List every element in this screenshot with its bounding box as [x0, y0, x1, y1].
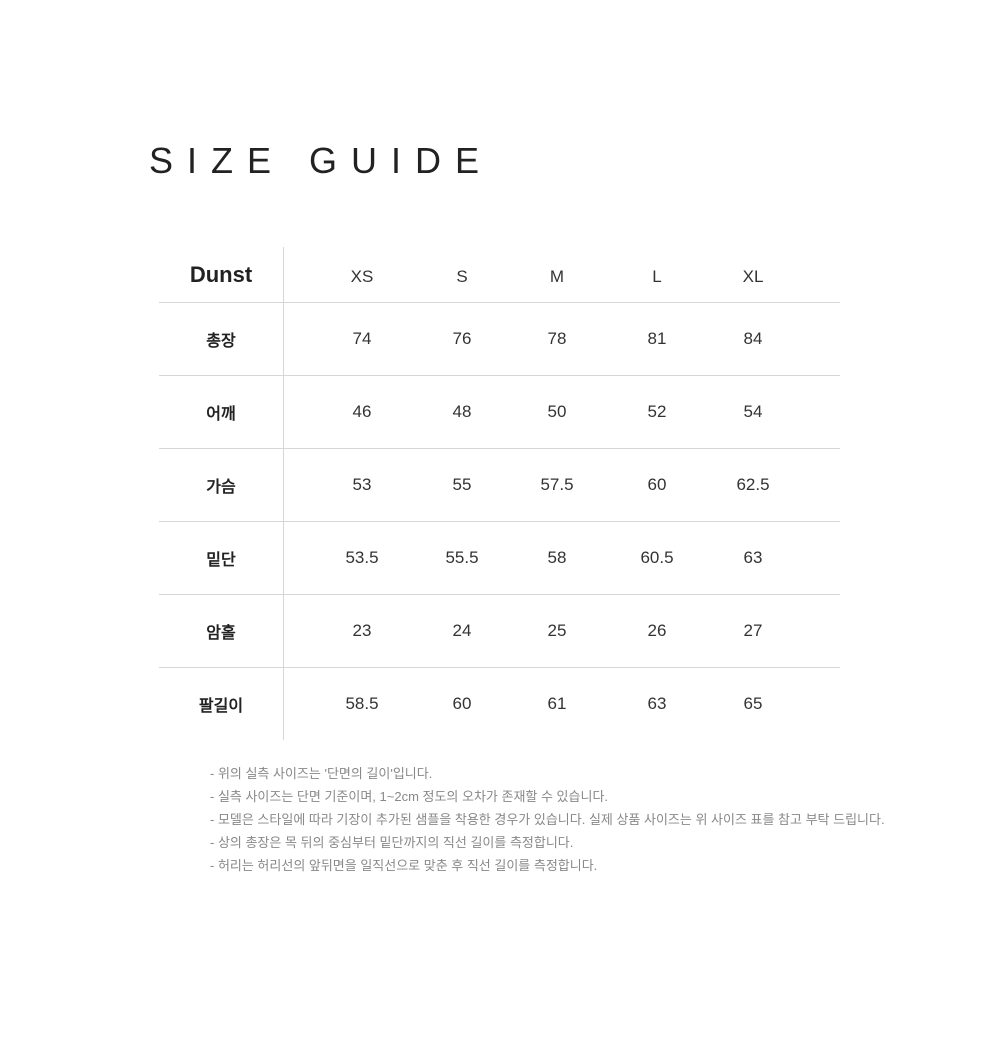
size-value: 23	[352, 621, 372, 640]
page-title: SIZE GUIDE	[149, 140, 494, 181]
size-value: 58	[547, 548, 567, 567]
size-value: 60	[647, 475, 667, 494]
measurement-label: 총장	[159, 303, 284, 375]
measurement-label: 암홀	[159, 595, 284, 667]
size-value: 48	[452, 402, 472, 421]
measurement-label: 가슴	[159, 449, 284, 521]
table-row: 밑단 53.5 55.5 58 60.5 63	[159, 521, 840, 594]
size-header: M	[549, 267, 565, 286]
size-value: 24	[452, 621, 472, 640]
size-value: 52	[647, 402, 667, 421]
note-line: - 실측 사이즈는 단면 기준이며, 1~2cm 정도의 오차가 존재할 수 있…	[210, 789, 609, 804]
size-header: XL	[742, 267, 764, 286]
brand-label: Dunst	[159, 247, 284, 302]
table-row: 팔길이 58.5 60 61 63 65	[159, 667, 840, 740]
size-value: 60.5	[640, 548, 674, 567]
measurement-label: 밑단	[159, 522, 284, 594]
note-line: - 모델은 스타일에 따라 기장이 추가된 샘플을 착용한 경우가 있습니다. …	[210, 812, 885, 827]
size-value: 74	[352, 329, 372, 348]
note-line: - 허리는 허리선의 앞뒤면을 일직선으로 맞춘 후 직선 길이를 측정합니다.	[210, 858, 598, 873]
size-value: 25	[547, 621, 567, 640]
table-row: 암홀 23 24 25 26 27	[159, 594, 840, 667]
table-row: 총장 74 76 78 81 84	[159, 302, 840, 375]
size-value: 53	[352, 475, 372, 494]
size-value: 54	[743, 402, 763, 421]
size-value: 26	[647, 621, 667, 640]
size-header: XS	[350, 267, 374, 286]
table-header-row: Dunst XS S M L XL	[159, 247, 840, 302]
size-value: 63	[647, 694, 667, 713]
size-value: 57.5	[540, 475, 574, 494]
size-value: 63	[743, 548, 763, 567]
size-header: S	[456, 267, 468, 286]
table-row: 어깨 46 48 50 52 54	[159, 375, 840, 448]
size-value: 55.5	[445, 548, 479, 567]
table-row: 가슴 53 55 57.5 60 62.5	[159, 448, 840, 521]
size-value: 61	[547, 694, 567, 713]
size-value: 53.5	[345, 548, 379, 567]
size-value: 62.5	[736, 475, 770, 494]
size-value: 60	[452, 694, 472, 713]
note-line: - 상의 총장은 목 뒤의 중심부터 밑단까지의 직선 길이를 측정합니다.	[210, 835, 574, 850]
size-value: 78	[547, 329, 567, 348]
size-header: L	[652, 267, 662, 286]
measurement-label: 팔길이	[159, 668, 284, 740]
size-value: 55	[452, 475, 472, 494]
measurement-label: 어깨	[159, 376, 284, 448]
size-value: 84	[743, 329, 763, 348]
note-line: - 위의 실측 사이즈는 '단면의 길이'입니다.	[210, 766, 433, 781]
size-table: Dunst XS S M L XL 총장 74 76 78 81 84 어깨 46 48 50 52 54 가슴…	[159, 247, 840, 740]
size-value: 58.5	[345, 694, 379, 713]
size-value: 27	[743, 621, 763, 640]
size-value: 50	[547, 402, 567, 421]
size-notes: - 위의 실측 사이즈는 '단면의 길이'입니다. - 실측 사이즈는 단면 기준…	[210, 762, 885, 877]
size-value: 76	[452, 329, 472, 348]
size-value: 65	[743, 694, 763, 713]
size-value: 81	[647, 329, 667, 348]
size-value: 46	[352, 402, 372, 421]
